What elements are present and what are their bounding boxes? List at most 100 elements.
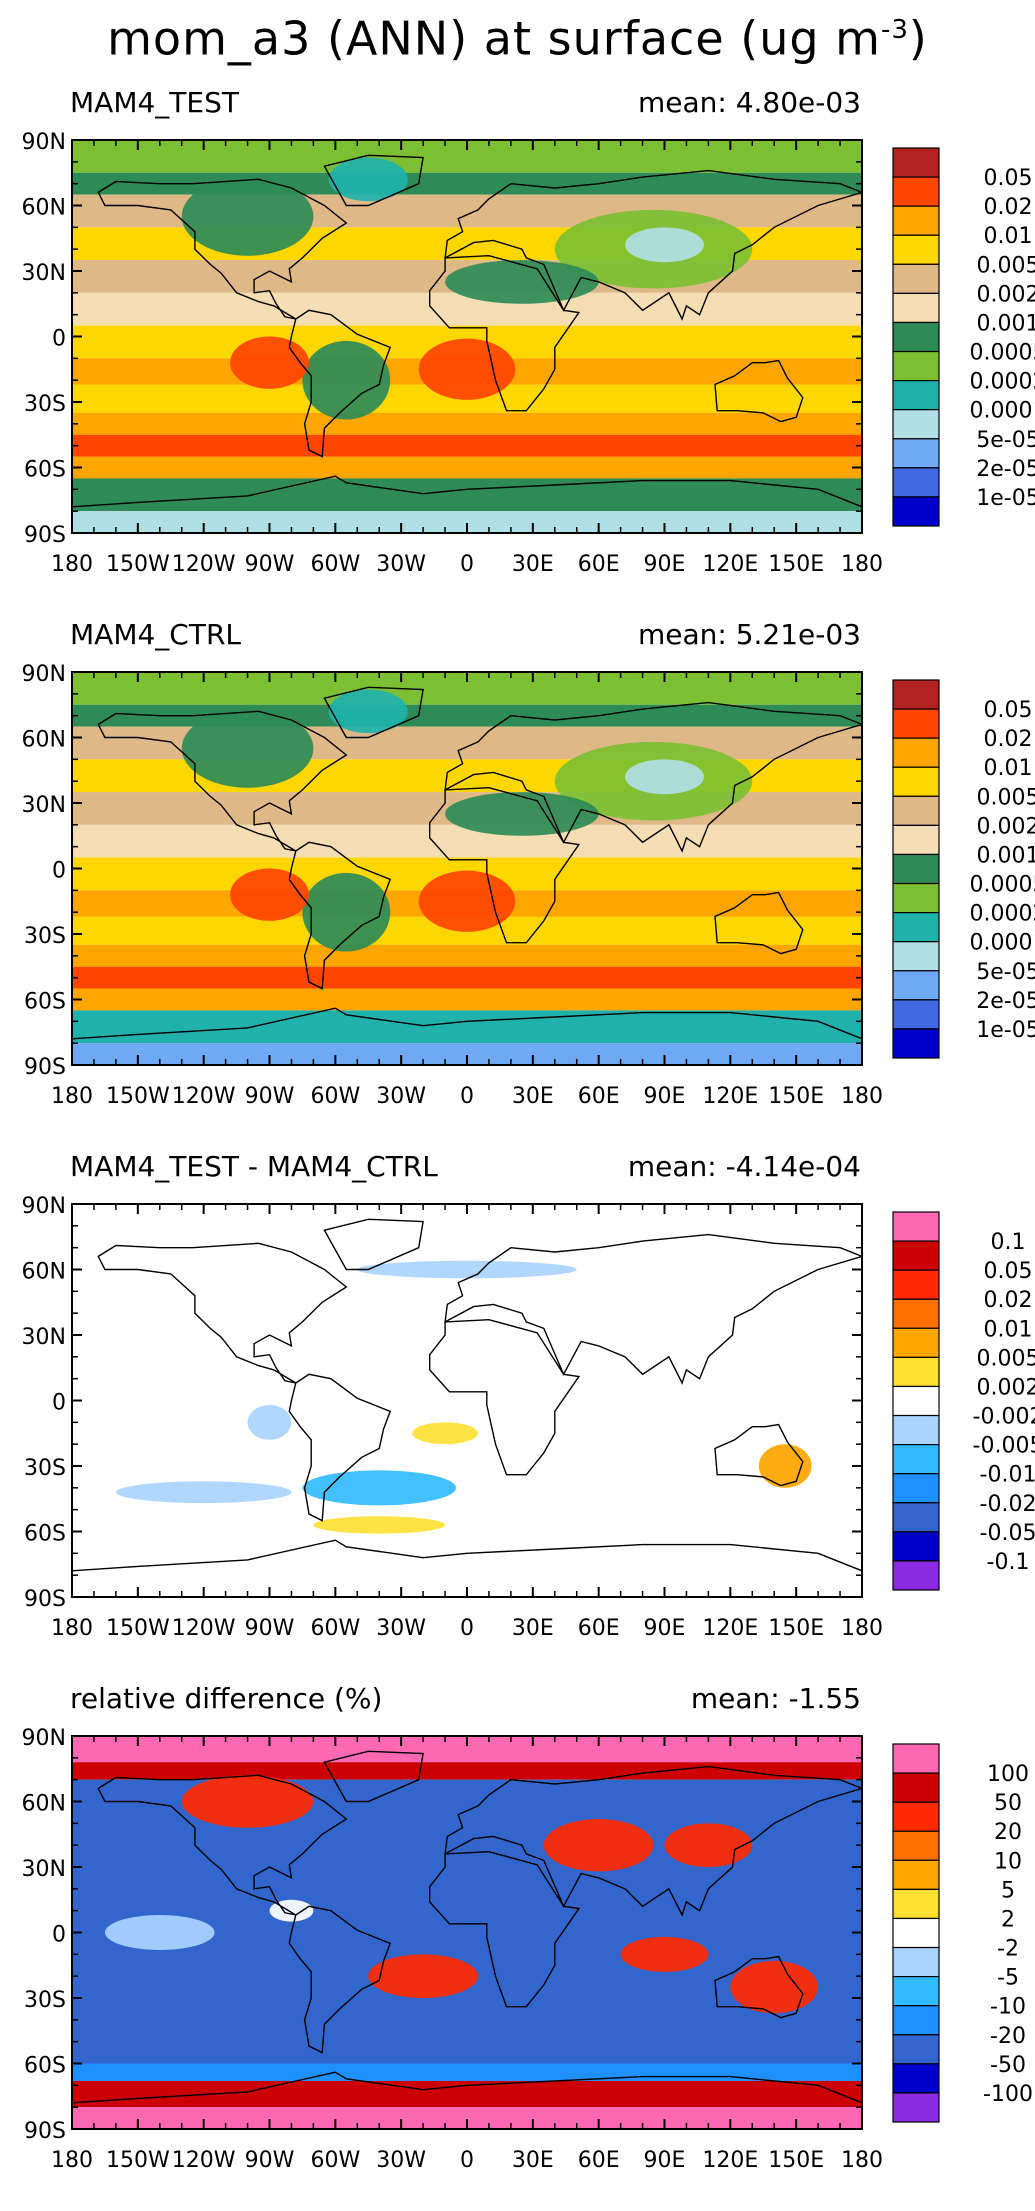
legend-label: 0.01 bbox=[984, 1317, 1033, 1342]
coastline bbox=[72, 475, 862, 533]
panel-mean: mean: 5.21e-03 bbox=[637, 618, 861, 651]
lat-tick-label: 60N bbox=[22, 1792, 66, 1817]
legend-label: 0.002 bbox=[977, 814, 1035, 839]
legend-swatch bbox=[892, 467, 940, 498]
lat-tick-label: 60S bbox=[24, 458, 66, 483]
legend-swatch bbox=[892, 824, 940, 856]
panel-mean: mean: -4.14e-04 bbox=[627, 1150, 861, 1183]
legend-label: 1e-05 bbox=[976, 1018, 1035, 1043]
field-band bbox=[72, 292, 862, 326]
lon-tick-label: 180 bbox=[841, 1616, 883, 1641]
lat-tick-label: 30N bbox=[22, 793, 66, 818]
map-field bbox=[72, 1204, 862, 1597]
legend-swatch bbox=[892, 1414, 940, 1446]
coastline bbox=[97, 1774, 348, 1916]
field-region bbox=[412, 1422, 478, 1445]
legend-label: 0.01 bbox=[984, 756, 1033, 781]
legend-swatch bbox=[892, 1801, 940, 1832]
legend-label: 0.002 bbox=[977, 282, 1035, 307]
lon-tick-label: 60E bbox=[578, 1084, 620, 1109]
lat-tick-label: 60S bbox=[24, 2054, 66, 2079]
coastline bbox=[429, 1850, 581, 2008]
lon-tick-label: 150E bbox=[768, 1616, 824, 1641]
lon-tick-label: 120E bbox=[702, 1084, 758, 1109]
legend-label: 0.005 bbox=[977, 785, 1035, 810]
lon-tick-label: 60E bbox=[578, 2148, 620, 2173]
lon-tick-label: 60W bbox=[310, 1084, 360, 1109]
field-region bbox=[181, 177, 314, 256]
panel-mam4-test: MAM4_TEST mean: 4.80e-03 90N 60N 30N 0 30S 60… bbox=[0, 85, 1035, 615]
legend-swatch bbox=[892, 1028, 940, 1059]
lon-tick-label: 150W bbox=[106, 552, 170, 577]
legend-swatch bbox=[892, 496, 940, 527]
panel-title: MAM4_CTRL bbox=[70, 618, 241, 651]
legend-label: 0.0002 bbox=[970, 370, 1035, 395]
lon-tick-label: 150W bbox=[106, 2148, 170, 2173]
panel-relative-difference: relative difference (%) mean: -1.55 90N 6… bbox=[0, 1681, 1035, 2211]
legend-swatch bbox=[892, 1298, 940, 1329]
lon-tick-label: 30W bbox=[376, 552, 426, 577]
lat-tick-label: 60S bbox=[24, 990, 66, 1015]
legend-label: 2e-05 bbox=[976, 457, 1035, 482]
coastline bbox=[323, 154, 424, 207]
legend-swatch bbox=[892, 1531, 940, 1562]
field-band bbox=[72, 824, 862, 858]
lon-tick-label: 120W bbox=[172, 1084, 236, 1109]
legend-swatch bbox=[892, 2063, 940, 2094]
lat-tick-label: 90S bbox=[24, 2119, 66, 2144]
lon-tick-label: 30W bbox=[376, 2148, 426, 2173]
field-band bbox=[72, 434, 862, 457]
legend-label: -5 bbox=[997, 1966, 1019, 1991]
legend-label: 100 bbox=[987, 1762, 1029, 1787]
legend-label: 0.001 bbox=[977, 311, 1035, 336]
lat-tick-label: 60N bbox=[22, 196, 66, 221]
lon-tick-label: 120E bbox=[702, 2148, 758, 2173]
legend-swatch bbox=[892, 1327, 940, 1358]
legend-label: 5e-05 bbox=[976, 960, 1035, 985]
legend-label: 0.05 bbox=[984, 1259, 1033, 1284]
lon-tick-label: 120E bbox=[702, 552, 758, 577]
field-region bbox=[230, 868, 309, 921]
lon-tick-label: 150E bbox=[768, 1084, 824, 1109]
legend-label: -0.05 bbox=[980, 1521, 1035, 1546]
legend-swatch bbox=[892, 941, 940, 972]
coastline bbox=[444, 701, 862, 853]
map-field bbox=[72, 140, 862, 533]
legend-swatch bbox=[892, 679, 940, 710]
lon-tick-label: 150W bbox=[106, 1084, 170, 1109]
legend-label: -0.005 bbox=[973, 1434, 1035, 1459]
field-region bbox=[302, 1470, 457, 1506]
legend-label: -0.1 bbox=[987, 1550, 1030, 1575]
lon-tick-label: 60E bbox=[578, 1616, 620, 1641]
field-region bbox=[664, 1823, 753, 1867]
lat-tick-label: 90N bbox=[22, 662, 66, 687]
lon-tick-label: 30E bbox=[512, 552, 554, 577]
legend-swatch bbox=[892, 853, 940, 885]
field-region bbox=[104, 1915, 215, 1950]
legend-swatch bbox=[892, 2034, 940, 2065]
legend-swatch bbox=[892, 292, 940, 324]
panel-mean: mean: -1.55 bbox=[690, 1682, 861, 1715]
legend-label: 0.002 bbox=[977, 1375, 1035, 1400]
lat-tick-label: 90S bbox=[24, 1587, 66, 1612]
lat-tick-label: 30S bbox=[24, 924, 66, 949]
field-region bbox=[230, 336, 309, 389]
lon-tick-label: 60W bbox=[310, 552, 360, 577]
map-field bbox=[72, 672, 862, 1065]
legend-swatch bbox=[892, 882, 940, 914]
field-band bbox=[72, 478, 862, 512]
field-band bbox=[72, 412, 862, 435]
lat-tick-label: 0 bbox=[52, 859, 66, 884]
legend-swatch bbox=[892, 737, 940, 768]
legend-swatch bbox=[892, 409, 940, 440]
lat-tick-label: 90N bbox=[22, 1726, 66, 1751]
field-region bbox=[620, 1936, 709, 1972]
field-band bbox=[72, 1010, 862, 1044]
lon-tick-label: 90E bbox=[644, 1084, 686, 1109]
coastline bbox=[714, 1423, 804, 1487]
legend-label: 0.0001 bbox=[970, 399, 1035, 424]
lat-tick-label: 90N bbox=[22, 1194, 66, 1219]
legend-swatch bbox=[892, 1859, 940, 1890]
field-region bbox=[625, 227, 704, 263]
lat-tick-label: 30N bbox=[22, 261, 66, 286]
